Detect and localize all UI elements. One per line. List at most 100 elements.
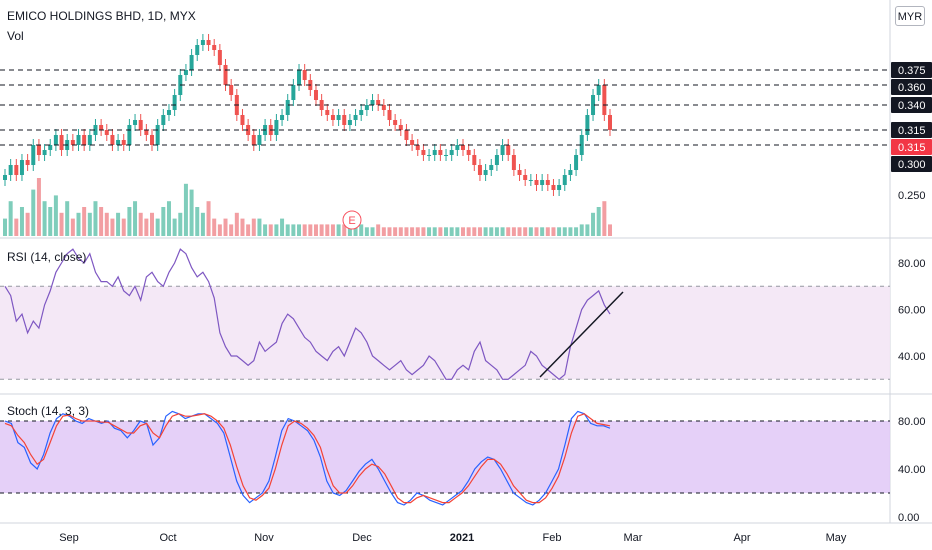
- symbol-title: EMICO HOLDINGS BHD, 1D, MYX: [7, 9, 196, 23]
- volume-bar: [460, 227, 465, 236]
- volume-bar: [528, 227, 533, 236]
- volume-bar: [427, 227, 432, 236]
- volume-bar: [579, 224, 584, 236]
- stoch-axis-label: 40.00: [898, 464, 926, 476]
- candle-body: [285, 100, 290, 115]
- volume-bar: [263, 224, 268, 236]
- volume-bar: [280, 218, 285, 236]
- volume-bar: [415, 227, 420, 236]
- volume-bar: [8, 201, 13, 236]
- candle-body: [150, 135, 155, 145]
- candle-body: [545, 180, 550, 185]
- volume-bar: [602, 201, 607, 236]
- candle-body: [257, 135, 262, 145]
- candle-body: [517, 170, 522, 175]
- candle-body: [133, 120, 138, 125]
- candle-body: [342, 115, 347, 125]
- volume-bar: [359, 224, 364, 236]
- candle-body: [19, 160, 24, 175]
- candle-body: [36, 145, 41, 155]
- candle-body: [155, 125, 160, 145]
- candle-body: [347, 120, 352, 125]
- volume-bar: [212, 218, 217, 236]
- volume-bar: [325, 224, 330, 236]
- candle-body: [302, 70, 307, 80]
- volume-bar: [223, 218, 228, 236]
- candle-body: [82, 135, 87, 145]
- volume-bar: [99, 207, 104, 236]
- volume-bar: [195, 207, 200, 236]
- volume-bar: [93, 201, 98, 236]
- volume-bar: [189, 189, 194, 236]
- price-tag-label: 0.360: [898, 82, 926, 94]
- candle-body: [364, 105, 369, 110]
- price-tag-label: 0.375: [898, 65, 926, 77]
- volume-bar: [574, 227, 579, 236]
- candle-body: [427, 155, 432, 156]
- volume-bar: [342, 224, 347, 236]
- candle-body: [325, 110, 330, 115]
- price-tag: [891, 79, 932, 95]
- candle-body: [410, 140, 415, 145]
- price-tag: [891, 97, 932, 113]
- candle-body: [319, 100, 324, 110]
- rsi-line: [4, 248, 611, 381]
- volume-bar: [387, 227, 392, 236]
- candle-body: [200, 40, 205, 45]
- volume-legend: Vol: [7, 29, 24, 43]
- volume-bar: [138, 212, 143, 236]
- candle-body: [240, 115, 245, 125]
- candle-body: [438, 150, 443, 155]
- volume-bar: [421, 227, 426, 236]
- volume-bar: [545, 227, 550, 236]
- candle-body: [212, 45, 217, 50]
- volume-bar: [585, 224, 590, 236]
- volume-bar: [336, 224, 341, 236]
- volume-bar: [370, 227, 375, 236]
- time-axis-label: Oct: [159, 532, 176, 544]
- candle-body: [551, 185, 556, 190]
- volume-bar: [398, 227, 403, 236]
- time-axis-label: Dec: [352, 532, 372, 544]
- candle-body: [523, 175, 528, 180]
- rsi-axis-label: 60.00: [898, 305, 926, 317]
- volume-bar: [477, 227, 482, 236]
- currency-button[interactable]: MYR: [895, 6, 925, 26]
- candle-body: [3, 175, 7, 180]
- candle-body: [353, 115, 358, 120]
- candle-body: [297, 70, 302, 85]
- volume-bar: [393, 227, 398, 236]
- volume-bar: [551, 227, 556, 236]
- candle-body: [591, 95, 596, 115]
- time-axis-label: 2021: [450, 532, 474, 544]
- stoch-legend: Stoch (14, 3, 3): [7, 404, 90, 418]
- volume-bar: [234, 212, 239, 236]
- candle-body: [568, 170, 573, 175]
- candle-body: [223, 65, 228, 85]
- candle-body: [596, 85, 601, 95]
- volume-bar: [534, 227, 539, 236]
- candle-body: [251, 135, 256, 145]
- candle-body: [477, 165, 482, 175]
- candle-body: [557, 185, 562, 190]
- rsi-band: [0, 286, 890, 380]
- candle-body: [460, 145, 465, 150]
- candle-body: [483, 170, 488, 175]
- rsi-legend: RSI (14, close): [7, 250, 87, 264]
- volume-bar: [3, 218, 7, 236]
- candle-body: [494, 155, 499, 165]
- earnings-marker: [342, 210, 362, 230]
- price-axis-label: 0.250: [898, 190, 926, 202]
- candle-body: [229, 85, 234, 95]
- volume-bar: [82, 207, 87, 236]
- candle-body: [116, 140, 121, 145]
- volume-bar: [313, 224, 318, 236]
- volume-bar: [127, 207, 132, 236]
- candle-body: [432, 150, 437, 155]
- candle-body: [14, 165, 19, 175]
- volume-bar: [178, 212, 183, 236]
- candle-body: [48, 145, 53, 150]
- volume-bar: [268, 224, 273, 236]
- candle-body: [195, 45, 200, 55]
- candle-body: [444, 155, 449, 156]
